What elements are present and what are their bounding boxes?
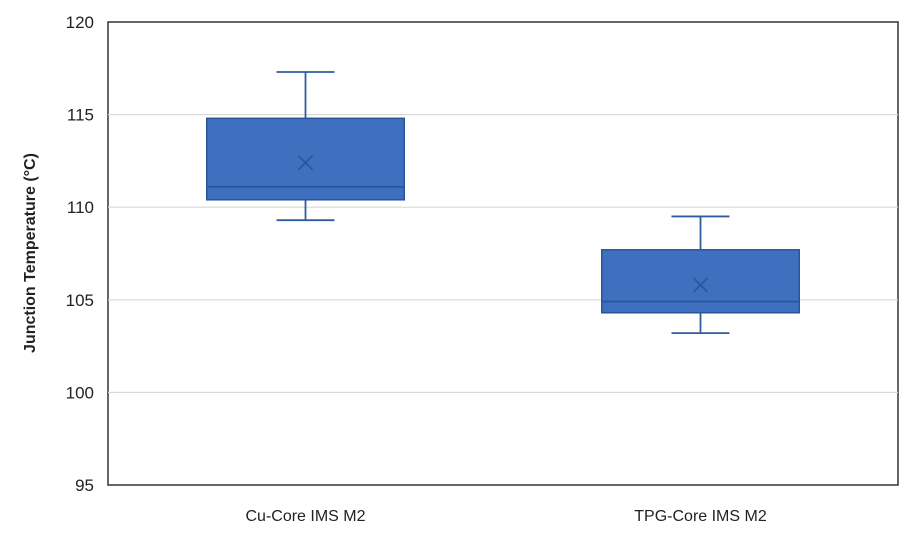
iqr-box [601, 249, 800, 314]
y-tick-label: 110 [67, 198, 94, 217]
box-2 [601, 215, 800, 335]
y-tick-labels: 95 100 105 110 115 120 [66, 13, 94, 495]
y-tick-label: 115 [67, 106, 94, 125]
y-tick-label: 120 [66, 13, 94, 32]
x-category-label: TPG-Core IMS M2 [634, 508, 767, 525]
x-category-label: Cu-Core IMS M2 [245, 508, 365, 525]
y-tick-label: 95 [75, 476, 94, 495]
mean-marker [297, 155, 314, 171]
box-1 [206, 71, 405, 222]
y-tick-label: 105 [66, 291, 94, 310]
y-tick-label: 100 [66, 383, 94, 402]
boxes [206, 71, 800, 335]
x-category-labels: Cu-Core IMS M2 TPG-Core IMS M2 [245, 508, 766, 525]
y-axis-title: Junction Temperature (°C) [22, 153, 39, 353]
mean-marker [692, 277, 709, 293]
